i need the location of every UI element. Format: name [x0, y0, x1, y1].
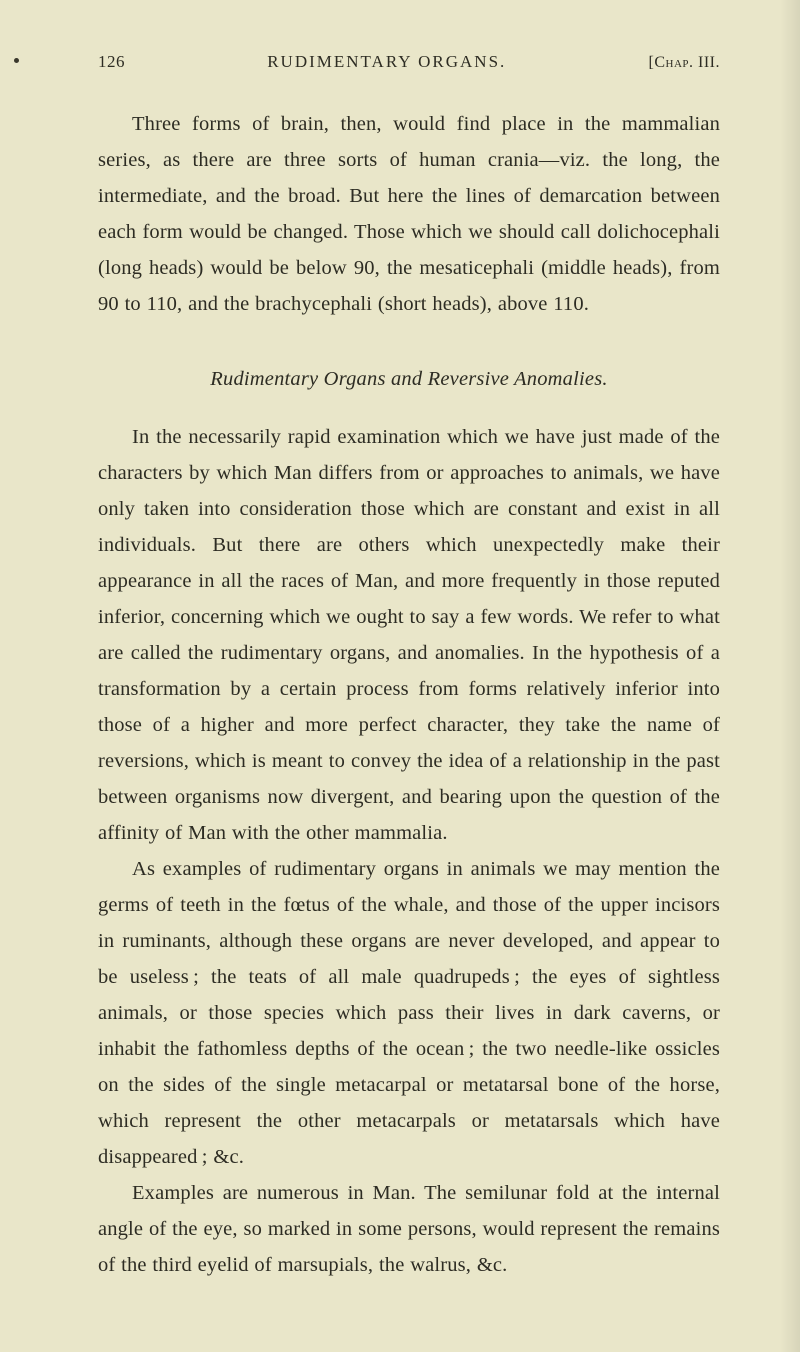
paragraph-3: As examples of rudimentary organs in ani…: [98, 851, 720, 1175]
chapter-reference: [Chap. III.: [649, 54, 721, 72]
margin-dot: [14, 58, 19, 63]
section-heading: Rudimentary Organs and Reversive Anomali…: [98, 368, 720, 391]
paragraph-4: Examples are numerous in Man. The semilu…: [98, 1175, 720, 1283]
paragraph-2: In the necessarily rapid examination whi…: [98, 419, 720, 851]
running-header: 126 RUDIMENTARY ORGANS. [Chap. III.: [98, 52, 720, 72]
page: 126 RUDIMENTARY ORGANS. [Chap. III. Thre…: [0, 0, 800, 1352]
page-edge-shadow: [780, 0, 800, 1352]
page-number: 126: [98, 52, 125, 72]
running-title: RUDIMENTARY ORGANS.: [139, 52, 635, 72]
paragraph-1: Three forms of brain, then, would find p…: [98, 106, 720, 322]
